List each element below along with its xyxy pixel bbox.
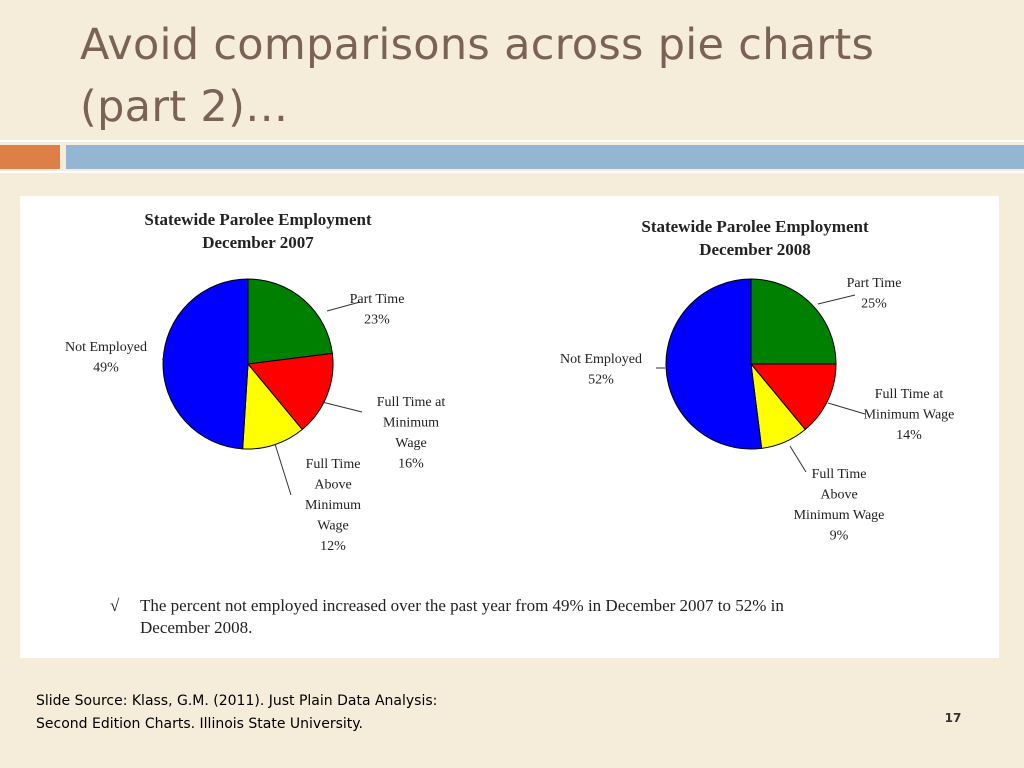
pie-2008-leader-line-0 — [817, 294, 856, 305]
pie-chart-2008: Statewide Parolee Employment December 20… — [560, 217, 954, 544]
pie-2008-slice-3 — [665, 278, 763, 450]
chart-2007-title: Statewide Parolee Employment — [144, 210, 372, 229]
pie-2008-slice-label-2: Full Time Above Minimum Wage 9% — [794, 467, 885, 544]
pie-2007-leader-line-1 — [321, 401, 363, 413]
pie-2008-leader-line-1 — [827, 402, 866, 415]
pie-2007-slice-label-2: Full Time Above Minimum Wage 12% — [305, 457, 361, 554]
title-rule-top — [0, 140, 1024, 142]
pie-2007-slices — [162, 278, 334, 450]
pie-2008-labels: Part Time 25% Full Time at Minimum Wage 14% F… — [560, 276, 954, 544]
pie-2007-slice-label-0: Part Time 23% — [350, 292, 405, 328]
slide-title: Avoid comparisons across pie charts (par… — [80, 14, 980, 138]
chart-2008-title: Statewide Parolee Employment — [641, 217, 869, 236]
pie-2007-leader-line-2 — [274, 443, 292, 496]
source-line-2: Second Edition Charts. Illinois State Un… — [36, 716, 363, 732]
pie-charts-svg: Statewide Parolee Employment December 20… — [65, 210, 954, 637]
accent-bar-blue — [66, 145, 1024, 169]
pie-2007-leader-line-0 — [326, 301, 361, 312]
source-line-1: Slide Source: Klass, G.M. (2011). Just P… — [36, 693, 438, 709]
pie-2008-slice-0 — [750, 278, 837, 365]
note-line-2: December 2008. — [140, 618, 252, 637]
pie-2007-labels: Part Time 23% Full Time at Minimum Wage 16%Fu… — [65, 292, 445, 554]
slide-title-line2: (part 2)… — [80, 82, 289, 132]
pie-2008-slice-label-0: Part Time 25% — [847, 276, 902, 312]
chart-2007-subtitle: December 2007 — [202, 233, 314, 252]
pie-2007-slice-label-3: Not Employed 49% — [65, 340, 147, 376]
pie-2007-slice-0 — [247, 278, 333, 365]
note-line-1: The percent not employed increased over … — [140, 596, 784, 615]
pie-2008-slice-1 — [749, 363, 837, 431]
chart-2008-subtitle: December 2008 — [699, 240, 811, 259]
pie-2008-leader-line-2 — [789, 445, 807, 473]
pie-2007-slice-2 — [242, 362, 303, 450]
page-number: 17 — [944, 711, 962, 725]
pie-2008-slices — [665, 278, 837, 450]
pie-2007-slice-3 — [162, 278, 249, 450]
pie-chart-2007: Statewide Parolee Employment December 20… — [65, 210, 445, 554]
slide-source: Slide Source: Klass, G.M. (2011). Just P… — [36, 690, 437, 736]
title-rule-bottom — [0, 171, 1024, 173]
accent-bar-orange — [0, 145, 60, 169]
check-mark: √ — [110, 596, 120, 615]
pie-chart-figure: Statewide Parolee Employment December 20… — [20, 196, 999, 658]
pie-2008-slice-label-3: Not Employed 52% — [560, 352, 642, 388]
pie-2008-slice-label-1: Full Time at Minimum Wage 14% — [864, 387, 955, 443]
pie-2007-slice-label-1: Full Time at Minimum Wage 16% — [377, 395, 446, 472]
pie-2007-slice-1 — [247, 352, 334, 431]
slide-title-line1: Avoid comparisons across pie charts — [80, 20, 875, 70]
